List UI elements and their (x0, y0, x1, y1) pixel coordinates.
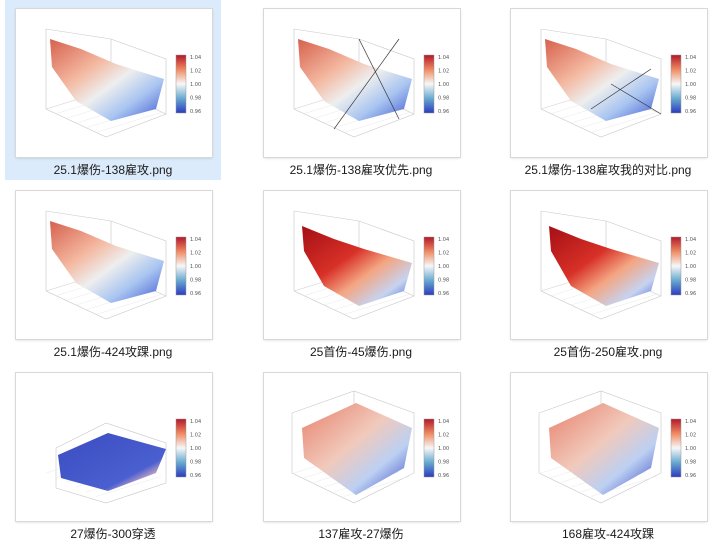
colorbar-tick: 1.00 (190, 446, 201, 452)
colorbar-tick: 0.98 (190, 96, 201, 102)
colorbar-tick: 1.00 (190, 264, 201, 270)
colorbar-tick: 1.00 (438, 264, 449, 270)
colorbar-tick: 1.02 (190, 433, 201, 439)
image-thumbnail: 1.04 1.02 1.00 0.98 0.96 (511, 9, 707, 157)
colorbar-tick: 0.96 (190, 473, 201, 479)
surface-plot (549, 403, 659, 495)
plot-axes-box (55, 422, 167, 504)
colorbar-tick: 0.96 (685, 473, 696, 479)
colorbar-tick: 0.98 (685, 278, 696, 284)
colorbar-tick: 1.02 (685, 251, 696, 257)
file-tile[interactable]: 1.04 1.02 1.00 0.98 0.96 27爆伤-300穿透 (5, 364, 221, 544)
file-name: 25首伤-250雇攻.png (553, 345, 663, 359)
colorbar-tick: 1.00 (685, 82, 696, 88)
colorbar-tick: 1.04 (438, 55, 449, 61)
colorbar-tick: 0.98 (685, 96, 696, 102)
file-name: 25.1爆伤-138雇攻优先.png (289, 163, 433, 177)
file-tile[interactable]: 1.04 1.02 1.00 0.98 0.96 25.1爆伤-138雇攻.png (5, 0, 221, 180)
colorbar (670, 236, 682, 296)
colorbar-tick: 1.04 (190, 237, 201, 243)
colorbar-tick: 1.04 (190, 55, 201, 61)
file-tile[interactable]: 1.04 1.02 1.00 0.98 0.96 168雇攻-424攻踝 (500, 364, 716, 544)
colorbar-tick: 1.02 (190, 69, 201, 75)
colorbar-tick: 0.98 (438, 460, 449, 466)
colorbar-tick: 0.96 (438, 291, 449, 297)
image-thumbnail: 1.04 1.02 1.00 0.98 0.96 (16, 191, 212, 339)
file-name: 168雇攻-424攻踝 (561, 527, 655, 541)
colorbar (423, 418, 435, 478)
surface-plot (58, 433, 166, 491)
colorbar-tick: 1.04 (438, 419, 449, 425)
file-tile[interactable]: 1.04 1.02 1.00 0.98 0.96 25.1爆伤-424攻踝.png (5, 182, 221, 362)
file-name: 25.1爆伤-138雇攻.png (53, 163, 173, 177)
file-name: 25首伤-45爆伤.png (309, 345, 413, 359)
colorbar (670, 418, 682, 478)
file-name: 25.1爆伤-424攻踝.png (53, 345, 173, 359)
colorbar-tick: 0.96 (190, 109, 201, 115)
colorbar-tick: 0.98 (438, 278, 449, 284)
surface-plot (545, 39, 659, 121)
surface-plot (298, 39, 412, 121)
colorbar-tick: 0.96 (685, 291, 696, 297)
colorbar-tick: 0.96 (438, 473, 449, 479)
colorbar-tick: 1.04 (190, 419, 201, 425)
image-thumbnail: 1.04 1.02 1.00 0.98 0.96 (16, 373, 212, 521)
file-name: 137雇攻-27爆伤 (318, 527, 404, 541)
file-name: 27爆伤-300穿透 (70, 527, 156, 541)
image-thumbnail: 1.04 1.02 1.00 0.98 0.96 (264, 373, 460, 521)
colorbar-tick: 0.98 (438, 96, 449, 102)
surface-plot (302, 226, 412, 306)
colorbar-tick: 1.00 (685, 446, 696, 452)
colorbar-tick: 0.98 (685, 460, 696, 466)
colorbar (175, 418, 187, 478)
surface-plot (302, 403, 412, 495)
surface-plot (50, 221, 164, 303)
file-tile[interactable]: 1.04 1.02 1.00 0.98 0.96 137雇攻-27爆伤 (253, 364, 469, 544)
colorbar-tick: 1.00 (438, 82, 449, 88)
colorbar (175, 236, 187, 296)
colorbar-tick: 1.02 (685, 433, 696, 439)
image-thumbnail: 1.04 1.02 1.00 0.98 0.96 (16, 9, 212, 157)
file-tile[interactable]: 1.04 1.02 1.00 0.98 0.96 25.1爆伤-138雇攻我的对比.png (500, 0, 716, 180)
surface-plot (549, 226, 659, 306)
colorbar-tick: 1.02 (438, 251, 449, 257)
colorbar (423, 54, 435, 114)
colorbar-tick: 1.02 (438, 433, 449, 439)
image-thumbnail: 1.04 1.02 1.00 0.98 0.96 (511, 373, 707, 521)
colorbar-tick: 1.04 (438, 237, 449, 243)
colorbar-tick: 1.04 (685, 237, 696, 243)
image-thumbnail: 1.04 1.02 1.00 0.98 0.96 (264, 191, 460, 339)
colorbar (175, 54, 187, 114)
colorbar (423, 236, 435, 296)
colorbar (670, 54, 682, 114)
colorbar-tick: 1.00 (190, 82, 201, 88)
colorbar-tick: 0.96 (685, 109, 696, 115)
file-tile[interactable]: 1.04 1.02 1.00 0.98 0.96 25.1爆伤-138雇攻优先.png (253, 0, 469, 180)
colorbar-tick: 1.02 (190, 251, 201, 257)
file-tile[interactable]: 1.04 1.02 1.00 0.98 0.96 25首伤-250雇攻.png (500, 182, 716, 362)
colorbar-tick: 0.98 (190, 278, 201, 284)
colorbar-tick: 1.04 (685, 419, 696, 425)
colorbar-tick: 1.00 (685, 264, 696, 270)
colorbar-tick: 1.04 (685, 55, 696, 61)
colorbar-tick: 1.02 (685, 69, 696, 75)
image-thumbnail: 1.04 1.02 1.00 0.98 0.96 (511, 191, 707, 339)
colorbar-tick: 1.02 (438, 69, 449, 75)
colorbar-tick: 0.96 (438, 109, 449, 115)
file-name: 25.1爆伤-138雇攻我的对比.png (524, 163, 692, 177)
file-tile[interactable]: 1.04 1.02 1.00 0.98 0.96 25首伤-45爆伤.png (253, 182, 469, 362)
surface-plot (50, 39, 164, 121)
colorbar-tick: 1.00 (438, 446, 449, 452)
colorbar-tick: 0.98 (190, 460, 201, 466)
colorbar-tick: 0.96 (190, 291, 201, 297)
image-thumbnail: 1.04 1.02 1.00 0.98 0.96 (264, 9, 460, 157)
